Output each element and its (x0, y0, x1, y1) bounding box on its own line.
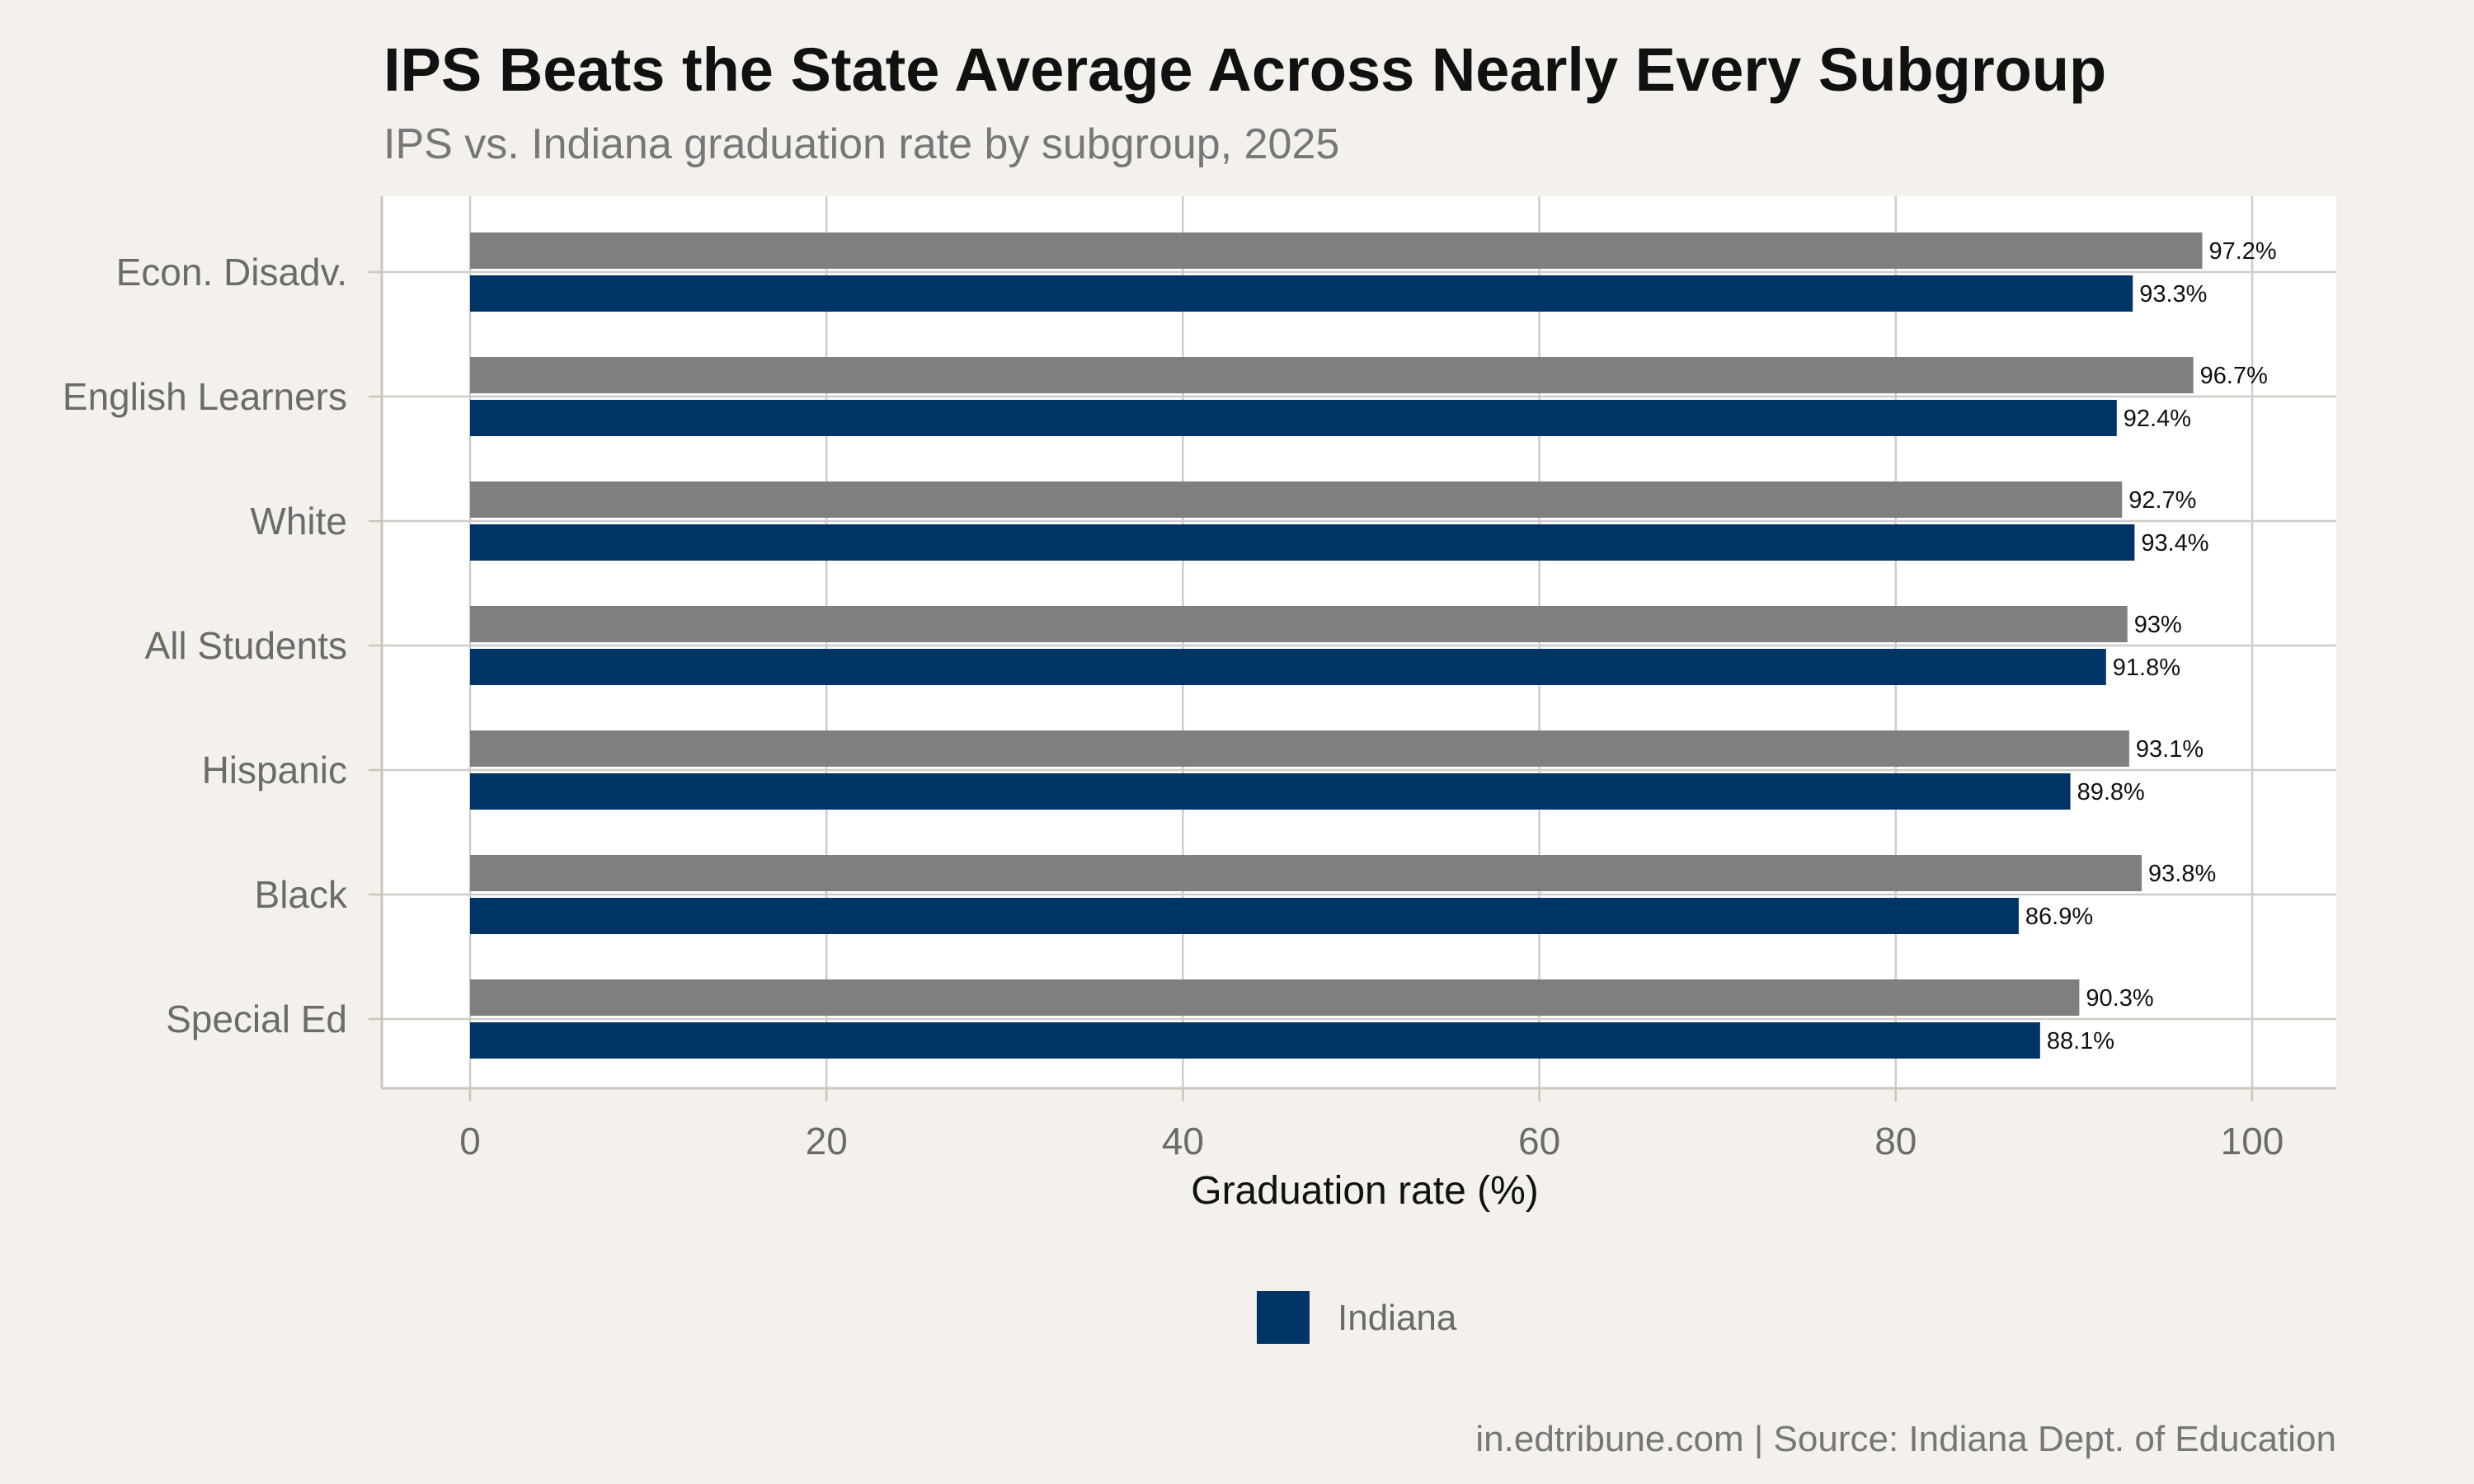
gridlines (382, 196, 2336, 1088)
x-tick-label: 40 (1162, 1120, 1204, 1162)
bar (470, 275, 2133, 312)
category-label: English Learners (63, 375, 347, 418)
data-label: 92.7% (2128, 487, 2196, 514)
data-label: 91.8% (2113, 655, 2180, 681)
data-label: 93% (2134, 612, 2182, 638)
data-label: 93.4% (2141, 530, 2208, 556)
category-label: Econ. Disadv. (116, 251, 347, 294)
x-axis-ticks: 0 20 40 60 80 100 (459, 1088, 2284, 1162)
bar (470, 855, 2142, 891)
category-label: Special Ed (166, 998, 347, 1040)
x-tick-label: 0 (459, 1120, 481, 1162)
bar (470, 730, 2129, 767)
category-label: Black (255, 873, 348, 916)
legend-label-indiana: Indiana (1338, 1298, 1457, 1338)
data-label: 92.4% (2124, 406, 2191, 432)
category-label: Hispanic (202, 749, 347, 791)
bar (470, 649, 2106, 685)
bar (470, 524, 2135, 561)
data-label: 96.7% (2200, 363, 2268, 389)
data-label: 88.1% (2047, 1028, 2114, 1054)
x-tick-label: 100 (2221, 1120, 2284, 1162)
bars: 97.2%93.3% 96.7% 92.4% 92.7% 93.4% 93% 91.8% 93… (470, 232, 2277, 1059)
category-label: All Students (145, 624, 347, 667)
bar (470, 1022, 2040, 1059)
caption: in.edtribune.com | Source: Indiana Dept.… (1475, 1419, 2336, 1459)
x-tick-label: 20 (806, 1120, 848, 1162)
bar (470, 898, 2019, 934)
x-axis-title: Graduation rate (%) (1191, 1169, 1539, 1213)
data-label: 97.2% (2208, 238, 2276, 265)
data-label: 90.3% (2086, 985, 2153, 1012)
category-labels: Econ. Disadv. English Learners White All St… (63, 251, 382, 1040)
data-label: 89.8% (2077, 779, 2145, 805)
bar (470, 606, 2128, 642)
chart-subtitle: IPS vs. Indiana graduation rate by subgr… (383, 120, 1339, 168)
bar (470, 773, 2071, 810)
category-label: White (250, 500, 347, 542)
legend: Indiana (1257, 1291, 1457, 1344)
bar (470, 357, 2194, 393)
data-label: 93.3% (2139, 281, 2207, 308)
bar (470, 481, 2123, 518)
data-label: 93.1% (2136, 736, 2204, 763)
bar (470, 979, 2080, 1016)
chart-title: IPS Beats the State Average Across Nearl… (383, 35, 2106, 104)
bar (470, 232, 2203, 269)
x-tick-label: 80 (1874, 1120, 1917, 1162)
x-tick-label: 60 (1518, 1120, 1560, 1162)
legend-swatch-indiana (1257, 1291, 1310, 1344)
data-label: 86.9% (2025, 904, 2093, 930)
bar (470, 400, 2117, 436)
data-label: 93.8% (2148, 861, 2216, 887)
